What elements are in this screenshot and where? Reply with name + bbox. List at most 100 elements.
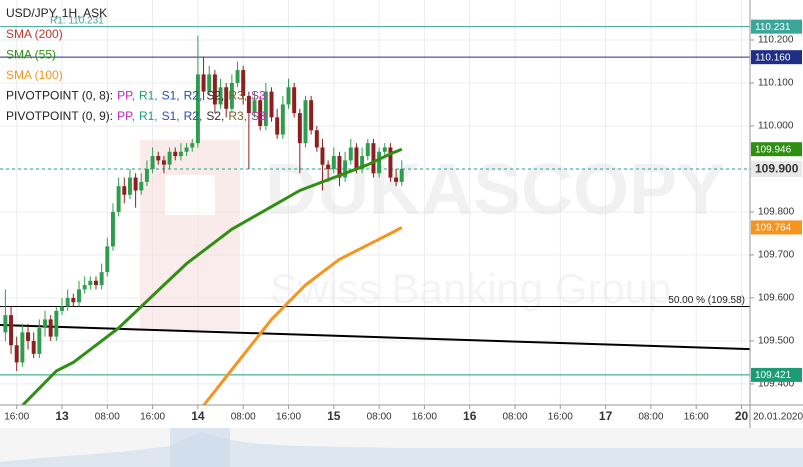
price-box-label: 110.160 (755, 52, 791, 63)
level-label: R1: 110.231 (50, 15, 104, 26)
candle-body (65, 297, 70, 307)
x-tick-label: 20 (735, 409, 749, 423)
candle-body (331, 156, 336, 169)
candle-body (212, 74, 217, 105)
pivot-item: S3 (251, 89, 266, 103)
x-tick-label: 16:00 (684, 412, 709, 423)
candle-body (354, 147, 359, 169)
y-tick-label: 109.600 (758, 293, 795, 304)
candle-body (241, 70, 246, 96)
price-box (751, 367, 802, 382)
candle-body (320, 147, 325, 165)
candle-body (394, 177, 399, 182)
candle-body (314, 130, 319, 148)
candle-body (71, 297, 76, 303)
price-box (751, 50, 802, 65)
candle-body (218, 87, 223, 105)
candle-body (82, 285, 87, 290)
candle-body (110, 211, 115, 247)
legend-entry: SMA (55) (6, 48, 56, 62)
pivot-item: R3, (228, 89, 247, 103)
candle-body (31, 340, 36, 354)
x-tick-label: 16:00 (4, 412, 29, 423)
candle-body (252, 100, 257, 114)
y-tick-label: 109.500 (758, 336, 795, 347)
candle-body (207, 74, 212, 92)
sma-line (21, 147, 403, 405)
legend-title: USD/JPY, 1H, ASK (6, 6, 107, 20)
candle-body (286, 87, 291, 105)
candle-body (348, 147, 353, 161)
candle-body (43, 319, 47, 329)
candle-body (224, 87, 229, 109)
x-tick-label: 16 (463, 409, 477, 423)
candle-body (190, 143, 195, 148)
date-label: 20.01.2020 (753, 412, 803, 423)
x-tick-label: 15 (327, 409, 341, 423)
candle-body (263, 91, 268, 126)
sma-line (202, 226, 403, 405)
candle-body (365, 143, 370, 157)
candle-body (26, 332, 31, 341)
candle-body (150, 156, 155, 169)
x-tick-label: 16:00 (412, 412, 437, 423)
candle-body (139, 181, 144, 191)
pivot-label: PIVOTPOINT (0, 8): (6, 89, 113, 103)
bottom-axis-bg (0, 405, 803, 428)
legend: USD/JPY, 1H, ASK SMA (200) SMA (55) SMA (1… (6, 6, 266, 123)
watermark: DUKASCOPY Swiss Banking Group (140, 140, 725, 330)
x-tick-label: 13 (55, 409, 69, 423)
pivot-item: S2, (206, 109, 224, 123)
pivot-item: S3 (251, 109, 266, 123)
x-tick-label: 08:00 (502, 412, 527, 423)
pivot-item: R2, (184, 109, 203, 123)
pivot-item: PP, (117, 109, 135, 123)
pivot-item: S1, (162, 89, 180, 103)
candle-body (77, 289, 81, 303)
pivot-item: R1, (139, 109, 158, 123)
candle-body (246, 95, 251, 114)
candle-body (3, 315, 8, 333)
candle-body (173, 151, 178, 157)
trend-line (0, 324, 750, 351)
y-tick-label: 109.400 (758, 379, 795, 390)
navigator-window[interactable] (170, 428, 230, 467)
navigator (0, 428, 803, 467)
price-box-label: 109.421 (755, 370, 792, 381)
candle-body (326, 164, 331, 169)
pivot-item: R2, (184, 89, 203, 103)
price-box (751, 142, 802, 157)
logo-cut (165, 175, 215, 215)
axes: 20.01.2020 109.400 109.500 109.600 109.700 1… (0, 0, 803, 428)
candle-body (116, 186, 121, 212)
candle-body (297, 113, 302, 144)
candle-body (54, 310, 59, 337)
pivot-legend: PIVOTPOINT (0, 8): PP, R1, S1, R2, S2, R3, S3 (6, 89, 266, 103)
candle-body (99, 272, 104, 286)
x-tick-label: 16:00 (140, 412, 165, 423)
x-tick-label: 16:00 (276, 412, 301, 423)
y-tick-label: 109.700 (758, 250, 795, 261)
candle-body (156, 156, 161, 161)
y-tick-label: 110.000 (758, 121, 794, 132)
price-box-label: 109.764 (755, 223, 792, 234)
candle-body (178, 151, 183, 157)
right-axis-bg (750, 0, 803, 428)
candle-body (195, 74, 200, 144)
x-tick-label: 08:00 (95, 412, 120, 423)
candle-body (269, 91, 274, 118)
pivot-item: S1, (162, 109, 180, 123)
candle-body (235, 70, 240, 83)
candle-body (144, 168, 149, 182)
candle-body (127, 177, 132, 195)
candle-body (303, 100, 308, 144)
candle-body (360, 156, 365, 169)
candle-body (371, 143, 376, 174)
candle-body (229, 82, 234, 109)
candle-body (48, 319, 53, 337)
candle-body (292, 87, 297, 114)
pivot-item: S2, (206, 89, 224, 103)
candle-body (258, 100, 263, 126)
candle-body (399, 168, 404, 182)
